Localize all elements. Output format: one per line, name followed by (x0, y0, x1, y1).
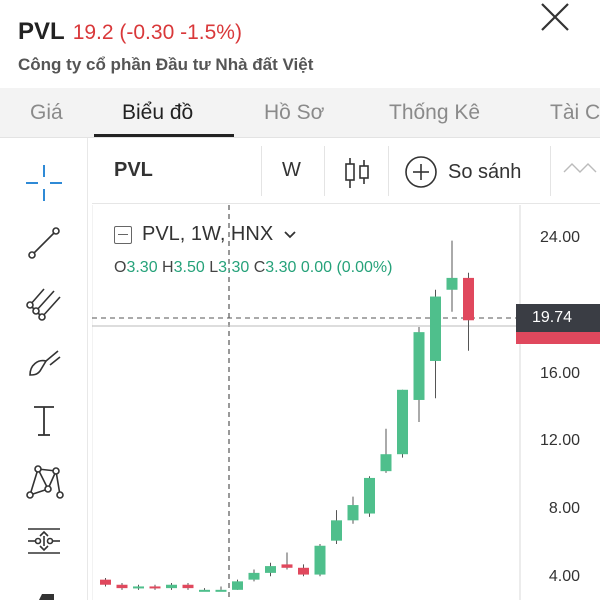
candle-body (347, 505, 359, 521)
chevron-up-icon (563, 163, 597, 173)
candle-body (281, 564, 293, 568)
crosshair-icon (26, 165, 62, 201)
measure-tool[interactable] (14, 516, 74, 566)
price-axis-tick: 8.00 (548, 500, 580, 518)
arrow-left-icon (39, 594, 54, 600)
candle-body (116, 584, 128, 589)
interval-selector[interactable]: W (282, 159, 301, 181)
low-label: L (209, 259, 219, 276)
indicators-button[interactable] (562, 158, 598, 182)
low-value: 3.30 (218, 259, 250, 276)
chart-type-button[interactable] (342, 156, 372, 188)
candles-group (100, 240, 474, 592)
pattern-tool[interactable] (14, 456, 74, 506)
candle-body (133, 586, 144, 589)
legend-title: PVL, 1W, HNX (114, 223, 297, 246)
close-button[interactable] (536, 0, 576, 36)
compare-button[interactable]: So sánh (404, 155, 521, 189)
price-change: 19.2 (-0.30 -1.5%) (72, 21, 242, 44)
price-axis-tick: 24.00 (539, 228, 580, 246)
candle-body (380, 454, 392, 472)
close-value: 3.30 (265, 259, 297, 276)
ticker-line: PVL 19.2 (-0.30 -1.5%) (18, 18, 242, 46)
candle-body (232, 581, 243, 590)
compare-label: So sánh (448, 160, 522, 183)
more-tools[interactable] (14, 570, 74, 600)
candle-body (248, 572, 260, 580)
open-label: O (114, 259, 127, 276)
candle-body (314, 545, 326, 575)
candlestick-icon (345, 158, 369, 188)
symbol-selector[interactable]: PVL (114, 159, 153, 181)
tab-finance[interactable]: Tài C (550, 101, 600, 124)
plus-circle-icon (405, 156, 437, 188)
toolbar-divider (388, 146, 389, 196)
candle-body (463, 277, 474, 321)
price-axis-tick: 16.00 (539, 364, 580, 382)
candle-body (215, 589, 227, 592)
open-value: 3.30 (126, 259, 158, 276)
chart-toolbar: PVL W So sánh (92, 138, 600, 204)
ticker-symbol: PVL (18, 18, 65, 45)
ohlc-values: O3.30 H3.50 L3.30 C3.30 0.00 (0.00%) (114, 259, 392, 277)
change-value: 0.00 (0.00%) (300, 259, 393, 276)
toolbar-divider (550, 146, 551, 196)
chevron-down-icon[interactable] (283, 230, 297, 240)
pitchfork-tool[interactable] (14, 278, 74, 328)
brush-icon (29, 350, 61, 376)
tab-bar: Giá Biểu đồ Hồ Sơ Thống Kê Tài C (0, 88, 600, 138)
candle-body (298, 567, 309, 575)
crosshair-tool[interactable] (14, 158, 74, 208)
active-tab-indicator (94, 134, 234, 137)
candle-body (182, 584, 194, 589)
candle-body (149, 586, 161, 589)
legend-symbol-label[interactable]: PVL, 1W, HNX (142, 223, 274, 245)
candle-body (364, 477, 375, 514)
last-price-marker: 19.74 (516, 304, 600, 332)
toolbar-divider (261, 146, 262, 196)
price-axis-tick: 12.00 (539, 432, 580, 450)
candle-body (265, 566, 276, 573)
candle-body (331, 520, 342, 541)
candle-body (166, 584, 177, 589)
text-tool[interactable] (14, 396, 74, 446)
legend-collapse-toggle[interactable] (114, 225, 132, 244)
close-icon (541, 3, 569, 31)
trend-line-icon (28, 227, 60, 259)
current-price-marker (516, 332, 600, 344)
candle-body (199, 589, 210, 592)
text-icon (34, 406, 54, 436)
measure-icon (28, 528, 60, 554)
toolbar-divider (324, 146, 325, 196)
candle-body (397, 389, 408, 455)
close-label: C (253, 259, 266, 276)
candle-body (413, 332, 425, 400)
tab-profile[interactable]: Hồ Sơ (264, 101, 325, 124)
price-chart[interactable] (92, 205, 600, 600)
candle-body (100, 579, 111, 585)
header: PVL 19.2 (-0.30 -1.5%) Công ty cổ phần Đ… (0, 0, 600, 88)
trend-line-tool[interactable] (14, 218, 74, 268)
xabcd-pattern-icon (26, 465, 64, 499)
high-label: H (162, 259, 174, 276)
drawing-toolbar (0, 138, 88, 600)
company-name: Công ty cổ phần Đầu tư Nhà đất Việt (18, 55, 314, 74)
candle-body (430, 296, 441, 361)
tab-statistics[interactable]: Thống Kê (389, 101, 481, 124)
high-value: 3.50 (173, 259, 205, 276)
pitchfork-icon (26, 288, 61, 321)
tab-chart[interactable]: Biểu đồ (122, 101, 194, 124)
tab-price[interactable]: Giá (30, 101, 63, 124)
candle-body (446, 277, 458, 290)
brush-tool[interactable] (14, 338, 74, 388)
price-axis-tick: 4.00 (548, 567, 580, 585)
chart-area[interactable]: PVL, 1W, HNX O3.30 H3.50 L3.30 C3.30 0.0… (92, 205, 600, 600)
